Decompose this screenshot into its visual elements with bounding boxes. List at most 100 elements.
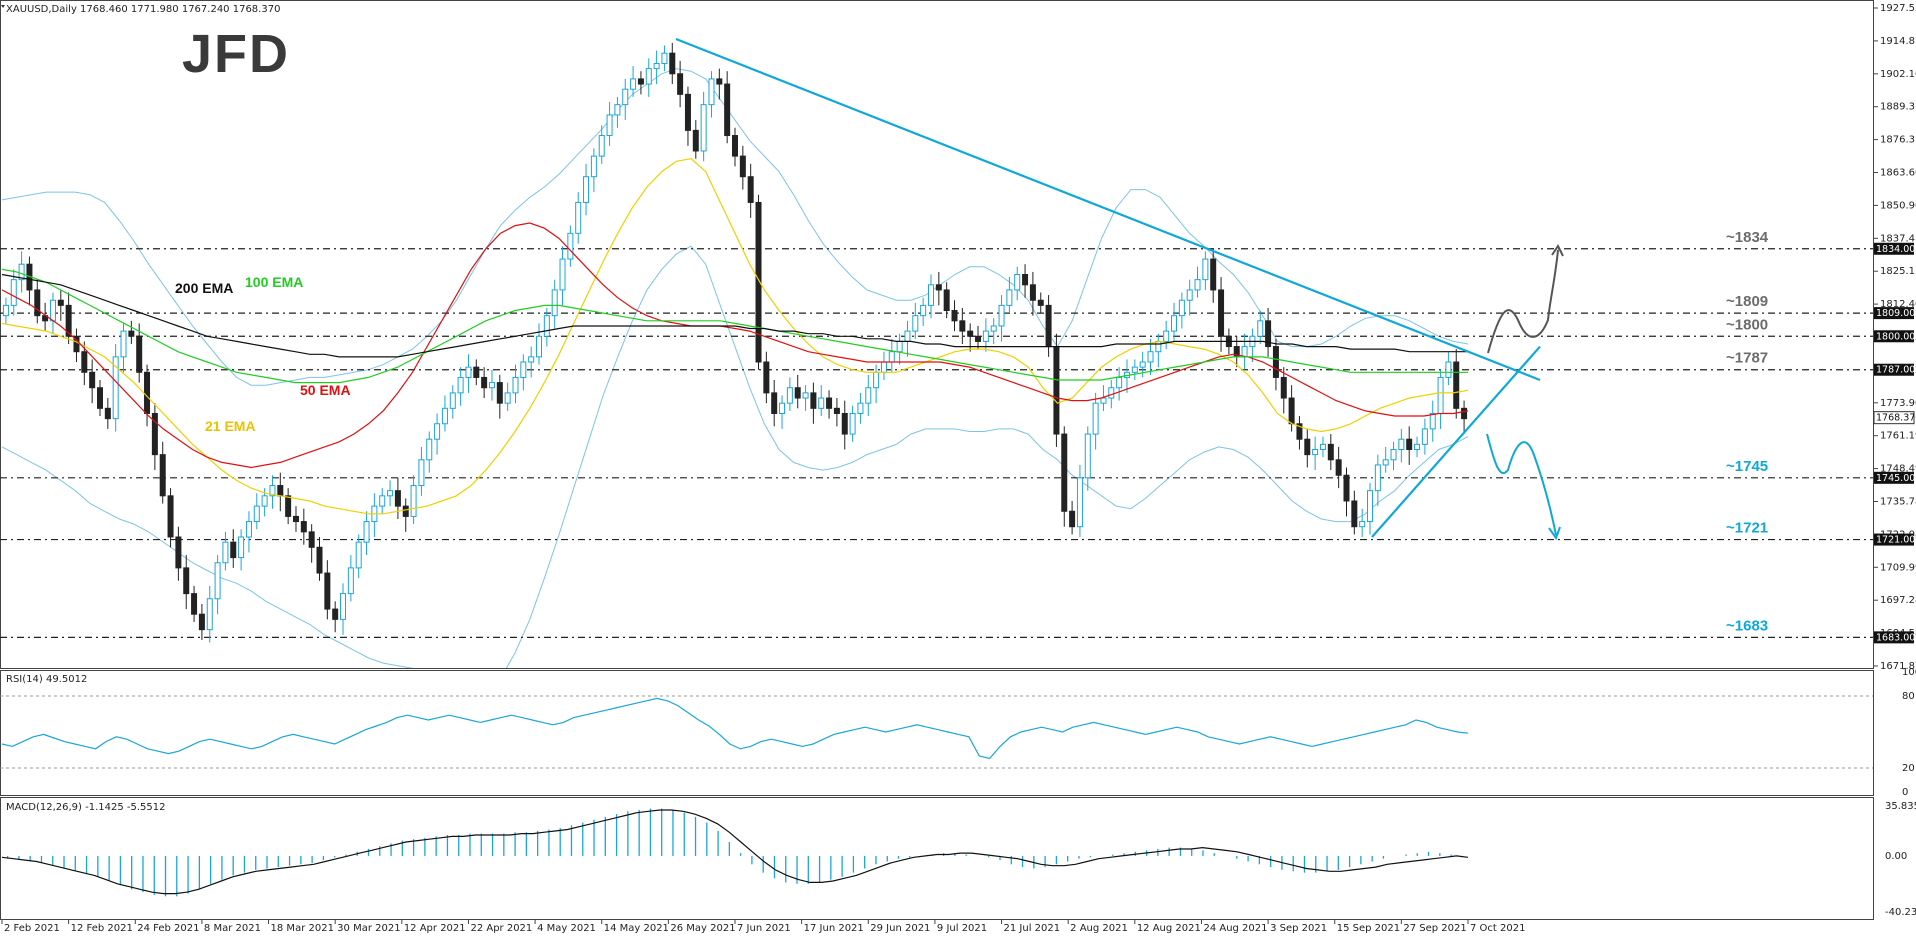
macd-tick-label: 0.00 [1885, 851, 1907, 862]
candle-body [1092, 402, 1099, 435]
downside-arrowhead [1548, 526, 1561, 541]
candle-body [943, 289, 950, 312]
candle-body [1414, 443, 1421, 451]
candle-body [496, 382, 503, 404]
candle-body [245, 521, 252, 538]
candle-body [1335, 459, 1342, 476]
x-tick-label: 21 Jul 2021 [1004, 923, 1061, 934]
level-price-text: 1721.000 [1876, 535, 1916, 546]
level-price-text: 1683.000 [1876, 632, 1916, 643]
candle-body [849, 412, 856, 435]
candle-body [10, 279, 17, 306]
candle-body [669, 52, 676, 75]
candle-body [763, 361, 770, 394]
candle-body [1406, 438, 1413, 451]
level-price-box [1874, 533, 1914, 546]
candle-body [1100, 397, 1107, 404]
level-label: ~1721 [1726, 520, 1768, 537]
candle-body [324, 572, 331, 610]
candle-body [1045, 304, 1052, 348]
candle-body [771, 392, 778, 414]
candle-body [175, 536, 182, 569]
y-tick-label: 1825.135 [1880, 266, 1916, 277]
candle-body [1296, 423, 1303, 440]
candle-body [355, 541, 362, 569]
candle-body [975, 335, 982, 342]
candle-body [528, 356, 535, 363]
candle-body [402, 505, 409, 517]
candle-body [990, 325, 997, 332]
x-tick-label: 18 Mar 2021 [271, 923, 334, 934]
macd-tick-label: -40.2377 [1885, 907, 1916, 918]
x-tick-label: 12 Feb 2021 [71, 923, 133, 934]
candle-body [1312, 449, 1319, 456]
candle-body [434, 423, 441, 440]
symbol-menu-icon[interactable] [1, 5, 5, 8]
candle-body [543, 315, 550, 337]
x-tick-label: 24 Feb 2021 [137, 923, 199, 934]
candle-body [1272, 346, 1279, 378]
x-tick-label: 15 Sep 2021 [1337, 923, 1400, 934]
candle-body [1006, 289, 1013, 306]
candle-body [1108, 387, 1115, 399]
candle-body [332, 608, 339, 620]
candle-body [1359, 521, 1366, 528]
candle-body [1210, 258, 1217, 291]
candle-body [1022, 274, 1029, 286]
candle-body [998, 304, 1005, 327]
candle-body [684, 93, 691, 131]
level-label: ~1745 [1726, 458, 1768, 475]
candle-body [1202, 258, 1209, 281]
candle-body [1029, 284, 1036, 301]
downside-scenario-arrow [1486, 433, 1557, 536]
candle-body [567, 232, 574, 260]
y-tick-label: 1735.785 [1880, 497, 1916, 508]
ema200-line [1, 273, 1468, 358]
candle-body [1351, 500, 1358, 528]
candle-body [1069, 510, 1076, 528]
candle-body [1343, 474, 1350, 502]
candle-body [1014, 274, 1021, 291]
candle-body [473, 366, 480, 378]
candle-body [512, 376, 519, 394]
candle-body [1288, 397, 1295, 425]
candle-body [794, 387, 801, 399]
candle-body [488, 382, 495, 389]
candle-body [198, 613, 205, 631]
candle-body [606, 114, 613, 137]
candle-body [1280, 376, 1287, 399]
candle-body [732, 135, 738, 157]
candle-body [1382, 459, 1389, 466]
x-tick-label: 7 Oct 2021 [1470, 923, 1525, 934]
candle-body [269, 485, 276, 497]
candle-body [1186, 289, 1193, 301]
candle-body [1218, 289, 1225, 337]
candle-body [622, 88, 629, 106]
x-tick-label: 29 Jun 2021 [870, 923, 930, 934]
rsi-tick-label: 100 [1902, 667, 1916, 678]
ema21-line [1, 158, 1469, 515]
candle-body [1037, 299, 1044, 306]
candle-body [34, 289, 41, 317]
candle-body [300, 521, 307, 533]
candle-body [716, 78, 723, 85]
candle-body [810, 392, 817, 409]
x-tick-label: 2 Feb 2021 [4, 923, 60, 934]
ema200-annotation: 200 EMA [175, 280, 233, 296]
candle-body [927, 284, 934, 306]
level-price-box [1874, 471, 1914, 484]
candle-body [896, 340, 903, 353]
candle-body [465, 366, 472, 378]
candle-body [1116, 376, 1123, 389]
level-price-text: 1800.000 [1876, 331, 1916, 342]
y-tick-label: 1812.400 [1880, 299, 1916, 310]
upside-arrowhead [1551, 244, 1564, 257]
x-tick-label: 17 Jun 2021 [804, 923, 864, 934]
x-tick-label: 30 Mar 2021 [337, 923, 400, 934]
candle-body [144, 371, 151, 414]
candle-body [230, 541, 237, 559]
candle-body [363, 521, 370, 543]
candle-body [1327, 443, 1334, 461]
candle-body [590, 155, 597, 178]
